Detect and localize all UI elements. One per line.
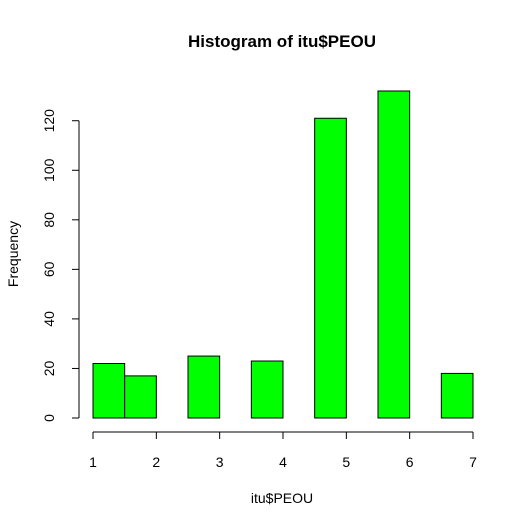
y-tick-label: 0 — [41, 414, 57, 422]
x-axis: 1 2 3 4 5 6 7 — [89, 431, 477, 470]
x-tick-label: 4 — [279, 454, 287, 470]
x-tick-label: 6 — [406, 454, 414, 470]
x-axis-label: itu$PEOU — [251, 490, 313, 506]
histogram-bar — [124, 375, 157, 419]
y-axis-label: Frequency — [5, 221, 21, 287]
y-tick-label: 80 — [41, 212, 57, 228]
bars-group — [92, 90, 474, 419]
histogram-bar — [187, 355, 221, 419]
x-tick-label: 1 — [89, 454, 97, 470]
y-tick-label: 60 — [41, 261, 57, 277]
x-tick-label: 7 — [469, 454, 477, 470]
y-tick-label: 40 — [41, 311, 57, 327]
y-tick-label: 120 — [41, 109, 57, 133]
x-tick-label: 2 — [152, 454, 160, 470]
histogram-bar — [377, 90, 411, 419]
y-tick-label: 20 — [41, 360, 57, 376]
histogram-bar — [92, 363, 126, 419]
histogram-bar — [250, 360, 284, 419]
y-axis: 0 20 40 60 80 100 120 — [41, 109, 80, 422]
histogram-bar — [314, 117, 347, 419]
chart-title: Histogram of itu$PEOU — [188, 32, 376, 51]
x-tick-label: 5 — [342, 454, 350, 470]
y-tick-label: 100 — [41, 158, 57, 182]
histogram-bar — [440, 372, 474, 419]
x-tick-label: 3 — [216, 454, 224, 470]
